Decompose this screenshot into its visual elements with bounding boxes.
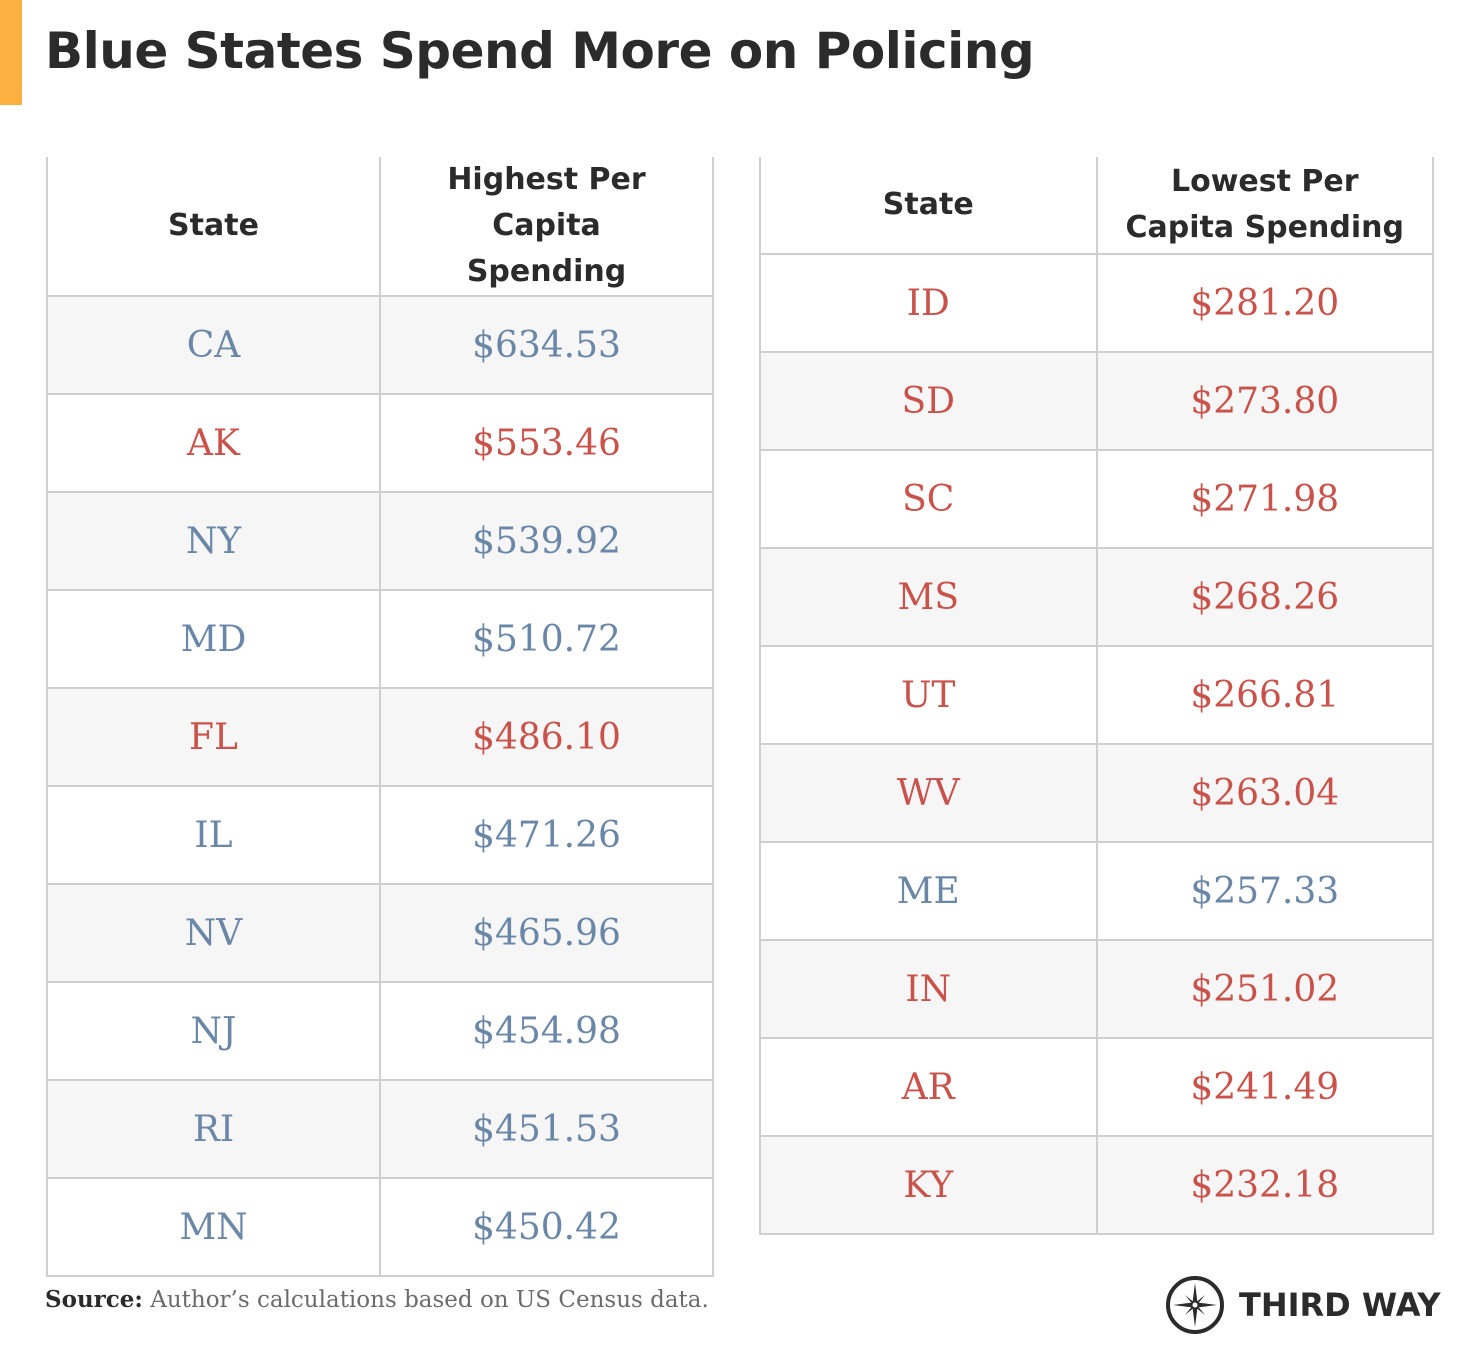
table-row: NV $465.96	[46, 883, 714, 983]
state-cell: NV	[46, 883, 381, 983]
table-row: NY $539.92	[46, 491, 714, 591]
table-row: SC $271.98	[759, 449, 1434, 549]
lowest-spending-table: State Lowest Per Capita Spending ID $281.…	[759, 157, 1434, 1235]
third-way-logo: THIRD WAY	[1165, 1275, 1441, 1335]
spending-cell: $241.49	[1095, 1037, 1434, 1137]
state-cell: SC	[759, 449, 1098, 549]
state-cell: AK	[46, 393, 381, 493]
spending-cell: $268.26	[1095, 547, 1434, 647]
spending-cell: $450.42	[379, 1177, 714, 1277]
compass-star-icon	[1166, 1276, 1224, 1334]
state-cell: MS	[759, 547, 1098, 647]
table-row: MS $268.26	[759, 547, 1434, 647]
source-note: Source: Author’s calculations based on U…	[45, 1286, 709, 1313]
table-row: IN $251.02	[759, 939, 1434, 1039]
state-cell: ID	[759, 253, 1098, 353]
spending-cell: $271.98	[1095, 449, 1434, 549]
table-row: KY $232.18	[759, 1135, 1434, 1235]
table-row: FL $486.10	[46, 687, 714, 787]
spending-cell: $273.80	[1095, 351, 1434, 451]
state-cell: AR	[759, 1037, 1098, 1137]
source-label: Source:	[45, 1286, 143, 1313]
table-row: ME $257.33	[759, 841, 1434, 941]
logo-text: THIRD WAY	[1239, 1286, 1441, 1324]
column-header-state: State	[759, 157, 1098, 255]
column-header-state: State	[46, 157, 381, 297]
table-row: UT $266.81	[759, 645, 1434, 745]
spending-cell: $471.26	[379, 785, 714, 885]
state-cell: NJ	[46, 981, 381, 1081]
spending-cell: $266.81	[1095, 645, 1434, 745]
table-row: NJ $454.98	[46, 981, 714, 1081]
table-row: ID $281.20	[759, 253, 1434, 353]
state-cell: RI	[46, 1079, 381, 1179]
column-header-highest: Highest Per Capita Spending	[379, 157, 714, 297]
table-row: RI $451.53	[46, 1079, 714, 1179]
spending-cell: $257.33	[1095, 841, 1434, 941]
state-cell: KY	[759, 1135, 1098, 1235]
spending-cell: $539.92	[379, 491, 714, 591]
state-cell: IN	[759, 939, 1098, 1039]
table-row: MN $450.42	[46, 1177, 714, 1277]
spending-cell: $510.72	[379, 589, 714, 689]
table-row: WV $263.04	[759, 743, 1434, 843]
source-text: Author’s calculations based on US Census…	[150, 1287, 709, 1313]
spending-cell: $465.96	[379, 883, 714, 983]
column-header-lowest: Lowest Per Capita Spending	[1095, 157, 1434, 255]
state-cell: MN	[46, 1177, 381, 1277]
page-title: Blue States Spend More on Policing	[45, 22, 1035, 80]
highest-spending-table: State Highest Per Capita Spending CA $634…	[46, 157, 714, 1277]
state-cell: IL	[46, 785, 381, 885]
spending-cell: $553.46	[379, 393, 714, 493]
spending-cell: $281.20	[1095, 253, 1434, 353]
state-cell: ME	[759, 841, 1098, 941]
spending-cell: $232.18	[1095, 1135, 1434, 1235]
state-cell: MD	[46, 589, 381, 689]
state-cell: FL	[46, 687, 381, 787]
table-row: MD $510.72	[46, 589, 714, 689]
spending-cell: $486.10	[379, 687, 714, 787]
table-row: AK $553.46	[46, 393, 714, 493]
table-row: CA $634.53	[46, 295, 714, 395]
table-row: AR $241.49	[759, 1037, 1434, 1137]
table-row: IL $471.26	[46, 785, 714, 885]
state-cell: CA	[46, 295, 381, 395]
spending-cell: $251.02	[1095, 939, 1434, 1039]
state-cell: SD	[759, 351, 1098, 451]
spending-cell: $634.53	[379, 295, 714, 395]
table-row: SD $273.80	[759, 351, 1434, 451]
spending-cell: $454.98	[379, 981, 714, 1081]
spending-cell: $451.53	[379, 1079, 714, 1179]
accent-bar	[0, 0, 22, 105]
state-cell: WV	[759, 743, 1098, 843]
state-cell: UT	[759, 645, 1098, 745]
spending-cell: $263.04	[1095, 743, 1434, 843]
state-cell: NY	[46, 491, 381, 591]
